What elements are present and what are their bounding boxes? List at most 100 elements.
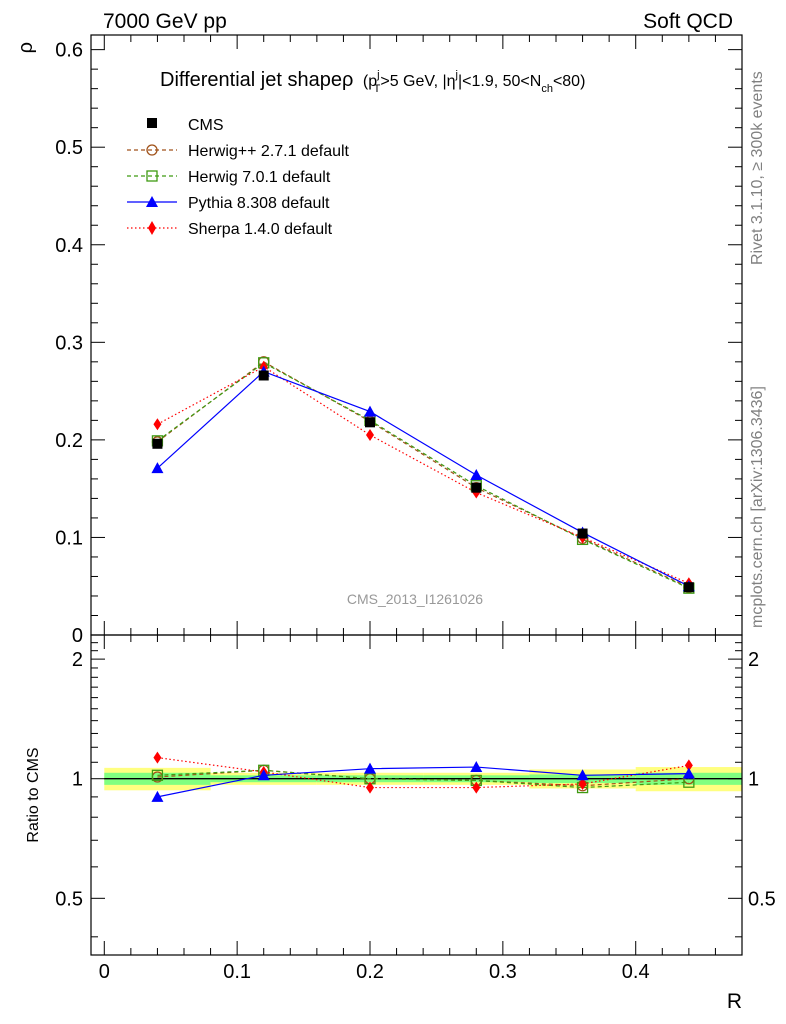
watermark: CMS_2013_I1261026: [347, 591, 483, 607]
series-sherpa: [153, 360, 693, 590]
ratio-ytick-label-right: 0.5: [748, 888, 776, 910]
ratio-point-herwig7: [151, 769, 164, 781]
xaxis-label: R: [727, 990, 742, 1013]
ratio-ytick-label-right: 2: [748, 649, 759, 671]
ratio-line-sherpa: [157, 757, 689, 789]
mcplots-label: mcplots.cern.ch [arXiv:1306.3436]: [749, 386, 766, 628]
main-panel: 0 0.1 0.2 0.3 0.4 0.5 0.6 ρ Differential jet s…: [15, 34, 743, 647]
series-herwig7: [151, 357, 695, 594]
ratio-xtick-label: 0.4: [622, 961, 650, 983]
legend-entry-cms: CMS: [147, 117, 224, 134]
ratio-xtick-labels: 0 0.1 0.2 0.3 0.4: [99, 961, 650, 983]
ratio-series-sherpa: [153, 751, 693, 794]
header-energy: 7000 GeV pp: [103, 10, 227, 33]
series-cms: [152, 370, 694, 593]
legend-label-herwig7: Herwig 7.0.1 default: [188, 169, 331, 186]
legend-label-cms: CMS: [188, 117, 224, 134]
main-ytick-label: 0.3: [55, 332, 83, 354]
ratio-xtick-label: 0.1: [223, 961, 251, 983]
ratio-xtick-label: 0: [99, 961, 110, 983]
main-ticks: [91, 35, 742, 636]
ratio-line-herwig7: [157, 769, 689, 789]
ratio-line-pythia: [157, 766, 689, 798]
ratio-xtick-label: 0.2: [356, 961, 384, 983]
ratio-point-sherpa: [366, 781, 374, 794]
ratio-frame: [90, 634, 743, 956]
ratio-point-pythia: [151, 790, 164, 802]
legend-label-sherpa: Sherpa 1.4.0 default: [188, 221, 333, 238]
point-cms: [577, 528, 588, 539]
legend-marker-herwigpp: [146, 144, 158, 156]
ratio-point-pythia: [682, 767, 695, 779]
plot-title-cut3-sub: ch: [541, 83, 553, 95]
plot-title-rho: ρ: [342, 69, 353, 91]
series-pythia: [151, 365, 695, 592]
main-ytick-label: 0.6: [55, 40, 83, 62]
ratio-point-sherpa: [472, 781, 481, 794]
main-ytick-label: 0.1: [55, 527, 83, 549]
ratio-point-pythia: [576, 769, 589, 781]
point-pythia: [364, 405, 376, 417]
ratio-xtick-label: 0.3: [489, 961, 517, 983]
plot-title-cut4: <80): [553, 73, 585, 90]
series-line-herwigpp: [157, 361, 690, 588]
legend-entry-pythia: Pythia 8.308 default: [127, 195, 330, 212]
plot-title-main: Differential jet shape: [160, 69, 342, 91]
legend-marker-pythia: [146, 196, 158, 207]
ratio-point-sherpa: [578, 777, 587, 790]
main-ytick-label: 0.2: [55, 430, 83, 452]
point-cms: [258, 370, 269, 381]
legend-marker-herwig7: [146, 170, 158, 182]
plot-title-cut2-sup: j: [455, 69, 458, 81]
legend-entry-sherpa: Sherpa 1.4.0 default: [127, 221, 333, 238]
main-ytick-label: 0: [72, 625, 83, 647]
series-line-sherpa: [157, 366, 690, 584]
legend-marker-cms: [147, 118, 157, 128]
ratio-point-sherpa: [684, 759, 693, 772]
point-cms: [152, 438, 163, 449]
plot-title-cut1: (p: [363, 73, 377, 90]
plot-title-cut3: |<1.9, 50<N: [458, 73, 541, 90]
legend-entry-herwig7: Herwig 7.0.1 default: [127, 169, 331, 186]
plot-title-cut1-sup: j: [376, 69, 379, 81]
point-pythia: [470, 469, 483, 480]
point-sherpa: [366, 429, 374, 441]
legend-marker-sherpa: [148, 221, 156, 235]
series-herwigpp: [151, 356, 695, 593]
point-sherpa: [153, 418, 162, 431]
plot-title: Differential jet shapeρ (pj T>5 GeV, |ηj|…: [160, 69, 585, 95]
ratio-point-pythia: [364, 762, 376, 774]
main-ylabel: ρ: [15, 42, 37, 53]
ratio-point-pythia: [470, 761, 483, 773]
ratio-ytick-labels: 0.5 0.5 1 1 2 2: [55, 649, 776, 910]
ratio-ylabel: Ratio to CMS: [25, 747, 42, 842]
ratio-panel: 0.5 0.5 1 1 2 2 0 0.1 0.2 0.3 0.4 Ratio to CMS R: [25, 634, 776, 1013]
ratio-ytick-label-left: 1: [72, 769, 83, 791]
header-process: Soft QCD: [643, 10, 733, 33]
series-line-herwig7: [157, 362, 690, 589]
point-cms: [683, 582, 694, 593]
ratio-ticks: [91, 635, 742, 955]
series-line-pythia: [157, 370, 690, 587]
legend: CMS Herwig++ 2.7.1 default Herwig 7.0.1 …: [127, 117, 350, 238]
ratio-ytick-label-right: 1: [748, 769, 759, 791]
plot-title-cut2: >5 GeV, |η: [380, 73, 455, 90]
legend-label-herwigpp: Herwig++ 2.7.1 default: [188, 143, 350, 160]
point-cms: [365, 417, 375, 428]
ratio-series-pythia: [151, 761, 695, 802]
point-pythia: [151, 462, 164, 474]
rivet-label: Rivet 3.1.10, ≥ 300k events: [749, 71, 766, 265]
ratio-ytick-label-left: 0.5: [55, 888, 83, 910]
main-ytick-label: 0.4: [55, 235, 83, 257]
ratio-point-sherpa: [153, 751, 162, 764]
main-ytick-label: 0.5: [55, 137, 83, 159]
plot-title-cut1-sub: T: [374, 83, 381, 95]
main-ytick-labels: 0 0.1 0.2 0.3 0.4 0.5 0.6: [55, 40, 83, 647]
ratio-ytick-label-left: 2: [72, 649, 83, 671]
legend-label-pythia: Pythia 8.308 default: [188, 195, 330, 212]
main-series: [151, 356, 695, 594]
point-cms: [471, 482, 482, 493]
ratio-point-pythia: [257, 769, 270, 781]
legend-entry-herwigpp: Herwig++ 2.7.1 default: [127, 143, 350, 160]
